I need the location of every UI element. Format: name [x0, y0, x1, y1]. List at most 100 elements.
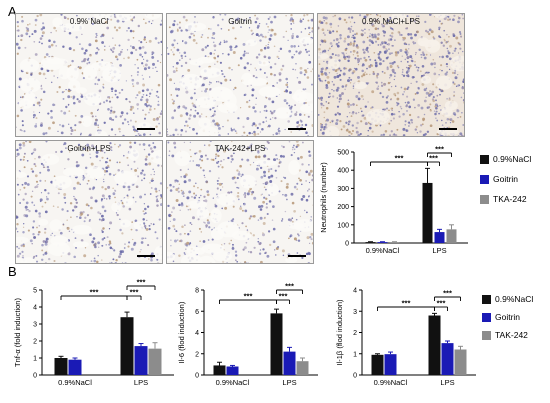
- y-tick-label: 4: [353, 288, 357, 295]
- significance-bracket: [276, 299, 290, 304]
- significance-bracket: [60, 295, 128, 300]
- x-tick-label: LPS: [282, 378, 296, 387]
- bar: [270, 313, 283, 375]
- legend-swatch: [482, 294, 491, 304]
- y-tick-label: 300: [337, 186, 349, 193]
- x-tick-label: 0.9%NaCl: [374, 378, 408, 387]
- legend-swatch: [480, 194, 489, 204]
- bar: [389, 242, 400, 243]
- bar: [384, 354, 397, 375]
- y-tick-label: 4: [33, 305, 37, 312]
- bar: [371, 354, 384, 375]
- micrograph-label: 0.9% NaCl+LPS: [361, 17, 421, 26]
- legend-swatch: [482, 312, 491, 322]
- legend-item: 0.9%NaCl: [480, 152, 548, 166]
- significance-label: ***: [429, 154, 438, 163]
- y-tick-label: 0: [345, 241, 349, 248]
- lung-tissue-image: [167, 14, 313, 136]
- lung-tissue-image: [318, 14, 464, 136]
- legend-swatch: [482, 330, 491, 340]
- significance-label: ***: [402, 299, 411, 308]
- legend-label: 0.9%NaCl: [495, 294, 534, 304]
- legend-item: Goitrin: [480, 172, 548, 186]
- y-tick-label: 200: [337, 204, 349, 211]
- micrograph-nacl-lps: 0.9% NaCl+LPS: [317, 13, 465, 137]
- scale-bar: [439, 128, 457, 130]
- y-tick-label: 8: [195, 288, 199, 295]
- significance-label: ***: [130, 288, 139, 297]
- chart-il1b: 0 1 2 3 4 Il-1β (flod induction) 0.9%NaCl LPS **…: [335, 288, 476, 387]
- significance-label: ***: [395, 154, 404, 163]
- bar: [446, 229, 457, 243]
- bar: [148, 348, 162, 375]
- bar: [68, 359, 82, 375]
- legend-top: 0.9%NaCl Goitrin TKA-242: [480, 152, 548, 206]
- micrograph-label: Goitrin: [228, 17, 252, 26]
- legend-label: Goitrin: [495, 312, 521, 322]
- y-tick-label: 100: [337, 222, 349, 229]
- significance-bracket: [276, 289, 303, 294]
- bar: [422, 182, 433, 243]
- significance-bracket: [126, 285, 156, 290]
- y-tick-label: 400: [337, 168, 349, 175]
- y-tick-label: 6: [195, 309, 199, 316]
- significance-label: ***: [285, 282, 294, 291]
- lung-tissue-image: [167, 141, 313, 263]
- micrograph-label: TAK-242+LPS: [214, 144, 266, 153]
- bar: [434, 232, 445, 243]
- bar: [213, 365, 226, 375]
- micrograph-tak242-lps: TAK-242+LPS: [166, 140, 314, 264]
- significance-label: ***: [443, 289, 452, 298]
- chart-il6: 0 2 4 6 8 Il-6 (flod induction) 0.9%NaCl LPS ***…: [177, 282, 318, 387]
- legend-swatch: [480, 154, 489, 164]
- y-axis-label: Neutrophils (number): [319, 162, 328, 233]
- significance-bracket: [370, 161, 428, 166]
- legend-item: TKA-242: [480, 192, 548, 206]
- significance-bracket: [427, 152, 452, 157]
- bar: [120, 317, 134, 375]
- bar: [377, 242, 388, 243]
- scale-bar: [137, 255, 155, 257]
- scale-bar: [288, 255, 306, 257]
- x-tick-label: LPS: [432, 246, 446, 255]
- legend-label: Goitrin: [493, 174, 519, 184]
- x-tick-label: LPS: [440, 378, 454, 387]
- legend-item: TAK-242: [482, 328, 550, 342]
- legend-item: 0.9%NaCl: [482, 292, 550, 306]
- significance-bracket: [434, 296, 461, 301]
- y-tick-label: 2: [33, 339, 37, 346]
- significance-bracket: [377, 306, 435, 311]
- significance-label: ***: [279, 292, 288, 301]
- lung-tissue-image: [16, 141, 162, 263]
- y-tick-label: 2: [353, 330, 357, 337]
- micrograph-nacl: 0.9% NaCl: [15, 13, 163, 137]
- significance-bracket: [219, 299, 277, 304]
- legend-item: Goitrin: [482, 310, 550, 324]
- panel-label-a: A: [8, 4, 17, 19]
- bar: [441, 343, 454, 375]
- y-axis-label: Il-1β (flod induction): [335, 299, 344, 366]
- bar: [365, 242, 376, 243]
- micrograph-goitrin-lps: Goitrin+LPS: [15, 140, 163, 264]
- legend-label: 0.9%NaCl: [493, 154, 532, 164]
- x-tick-label: 0.9%NaCl: [58, 378, 92, 387]
- y-tick-label: 5: [33, 288, 37, 295]
- y-tick-label: 0: [353, 373, 357, 380]
- significance-label: ***: [244, 292, 253, 301]
- bar: [428, 315, 441, 375]
- bar: [54, 358, 68, 375]
- bar: [226, 366, 239, 375]
- significance-label: ***: [90, 288, 99, 297]
- y-tick-label: 1: [353, 351, 357, 358]
- chart-neutrophils: 0 100 200 300 400 500 Neutrophils (number) 0.9%…: [319, 145, 468, 255]
- x-tick-label: LPS: [134, 378, 148, 387]
- y-tick-label: 0: [195, 373, 199, 380]
- x-tick-label: 0.9%NaCl: [366, 246, 400, 255]
- y-tick-label: 2: [195, 351, 199, 358]
- scale-bar: [137, 128, 155, 130]
- significance-bracket: [427, 161, 440, 166]
- y-axis-label: Il-6 (flod induction): [177, 301, 186, 363]
- y-tick-label: 3: [353, 309, 357, 316]
- bar: [454, 349, 467, 375]
- significance-label: ***: [437, 299, 446, 308]
